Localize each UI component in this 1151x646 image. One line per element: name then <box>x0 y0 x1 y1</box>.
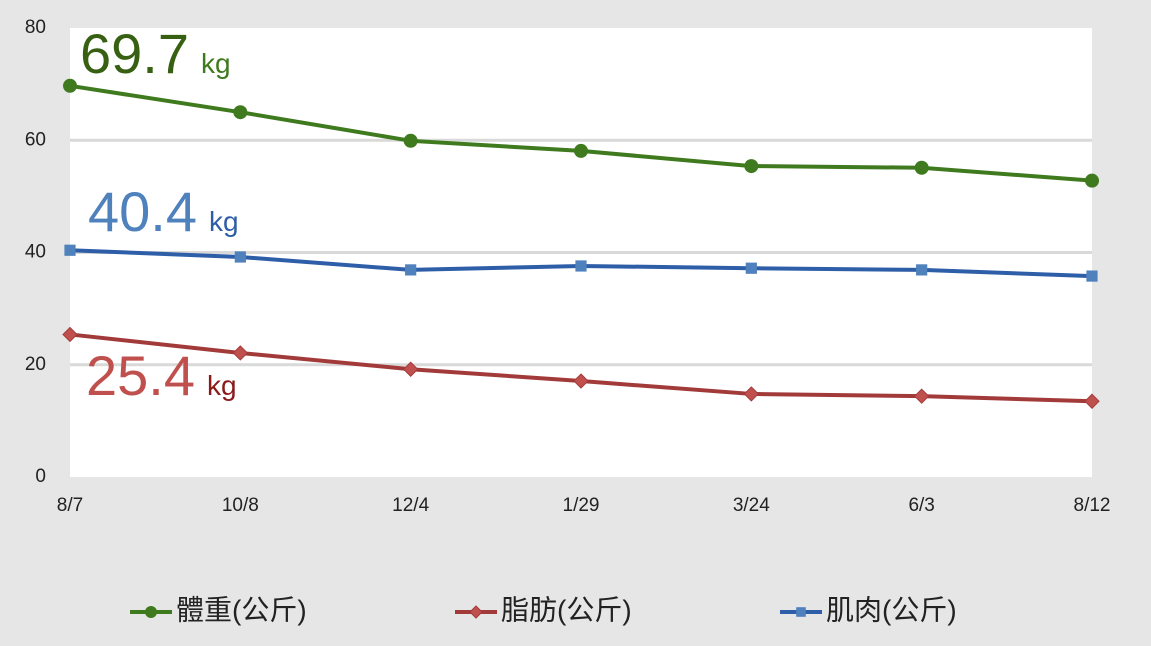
legend-marker <box>796 607 806 617</box>
data-point <box>63 78 77 93</box>
data-point <box>234 251 246 263</box>
data-point <box>233 105 248 120</box>
x-tick-label: 1/29 <box>563 495 600 516</box>
data-point <box>402 361 419 377</box>
data-point <box>403 133 418 148</box>
y-tick-label: 0 <box>35 466 46 487</box>
legend-marker <box>469 605 483 619</box>
annotation-value: 25.4 <box>86 344 195 407</box>
data-point <box>743 386 760 402</box>
annotation: 40.4 kg <box>88 180 239 243</box>
x-tick-label: 12/4 <box>392 495 429 516</box>
annotation-unit: kg <box>209 206 239 237</box>
data-point <box>575 260 587 272</box>
y-tick-label: 80 <box>25 17 46 38</box>
data-point <box>405 264 417 276</box>
y-tick-label: 60 <box>25 129 46 150</box>
annotation-unit: kg <box>201 48 231 79</box>
y-tick-label: 20 <box>25 354 46 375</box>
data-point <box>1086 270 1098 282</box>
data-point <box>745 262 757 274</box>
annotation-unit: kg <box>207 370 237 401</box>
x-tick-label: 6/3 <box>908 495 934 516</box>
data-point <box>574 143 588 158</box>
data-point <box>64 244 76 256</box>
x-tick-label: 8/12 <box>1074 495 1111 516</box>
data-point <box>62 326 78 343</box>
legend-label: 脂肪(公斤) <box>501 594 632 625</box>
legend-label: 體重(公斤) <box>176 594 307 625</box>
data-point <box>744 159 759 174</box>
legend-label: 肌肉(公斤) <box>826 594 957 625</box>
legend-marker <box>145 606 157 618</box>
y-tick-label: 40 <box>25 242 46 263</box>
x-tick-label: 3/24 <box>733 495 770 516</box>
data-point <box>573 373 589 389</box>
annotation-value: 69.7 <box>80 22 189 85</box>
data-point <box>913 388 930 404</box>
x-tick-label: 10/8 <box>222 495 259 516</box>
data-point <box>232 345 249 361</box>
data-point <box>1084 393 1100 409</box>
data-point <box>916 264 928 276</box>
x-tick-label: 8/7 <box>57 495 83 516</box>
annotation: 69.7 kg <box>80 22 231 85</box>
annotation-value: 40.4 <box>88 180 197 243</box>
data-point <box>1085 173 1099 188</box>
data-point <box>914 160 929 175</box>
annotation: 25.4 kg <box>86 344 237 407</box>
